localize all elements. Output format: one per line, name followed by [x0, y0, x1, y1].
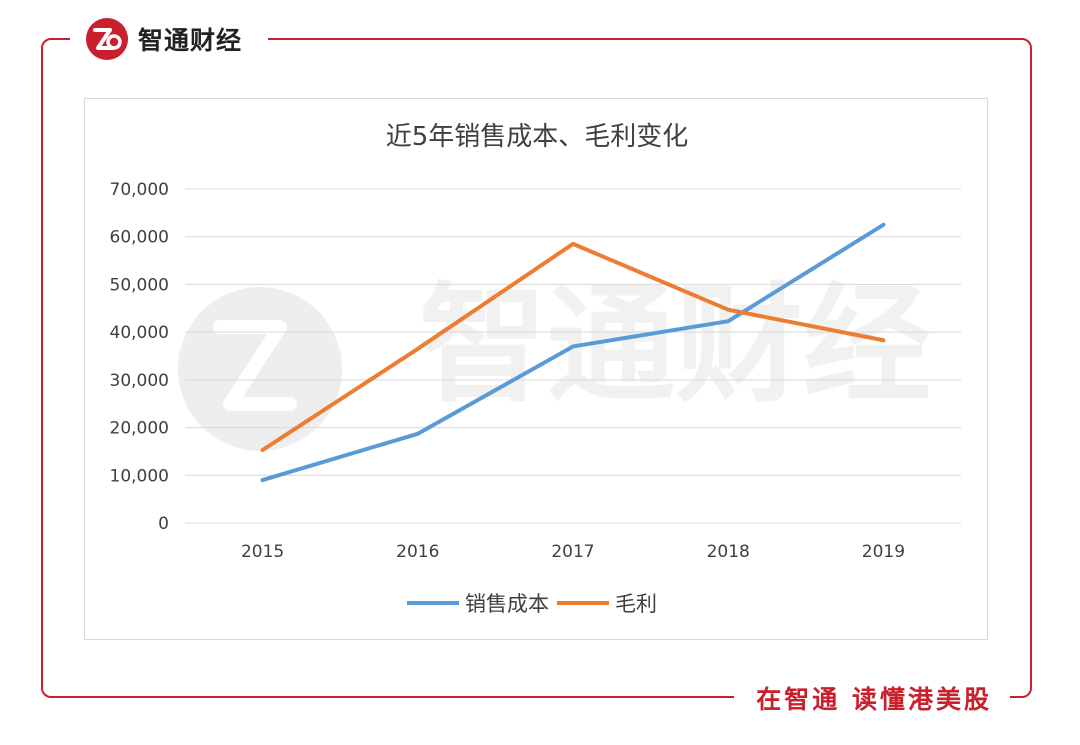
- zhitong-logo-icon: [86, 18, 128, 60]
- y-tick-label: 50,000: [110, 275, 169, 295]
- data-point: [261, 479, 264, 482]
- y-tick-label: 20,000: [110, 419, 169, 439]
- data-point: [261, 448, 264, 451]
- data-point: [727, 308, 730, 311]
- legend-label-2: 毛利: [615, 592, 657, 616]
- brand-name: 智通财经: [138, 26, 243, 55]
- x-tick-label: 2019: [862, 542, 905, 562]
- data-point: [416, 432, 419, 435]
- y-tick-label: 40,000: [110, 323, 169, 343]
- card-frame: [41, 38, 1032, 698]
- data-point: [572, 345, 574, 348]
- line-chart: 智通财经 0 10,000 20,000 30,000 40,000 50,000 60,0…: [110, 122, 961, 616]
- brand-header: 智通财经: [70, 12, 269, 66]
- y-tick-label: 10,000: [110, 466, 169, 486]
- data-point: [416, 347, 419, 350]
- x-tick-label: 2015: [241, 542, 284, 562]
- data-point: [727, 320, 730, 323]
- x-tick-label: 2018: [707, 542, 750, 562]
- chart-legend: 销售成本 毛利: [407, 592, 657, 616]
- legend-label-1: 销售成本: [465, 592, 549, 616]
- y-tick-label: 70,000: [110, 180, 169, 200]
- x-tick-label: 2016: [396, 542, 439, 562]
- chart-title: 近5年销售成本、毛利变化: [386, 122, 689, 152]
- footer-slogan: 在智通 读懂港美股: [734, 678, 1010, 718]
- watermark-text: 智通财经: [419, 271, 931, 420]
- data-point: [572, 242, 574, 245]
- data-point: [882, 223, 885, 226]
- data-point: [882, 339, 885, 342]
- x-tick-label: 2017: [551, 542, 594, 562]
- chart-container: 智通财经 0 10,000 20,000 30,000 40,000 50,000 60,0…: [84, 98, 988, 640]
- watermark-logo-mark-icon: [213, 320, 297, 411]
- y-tick-label: 60,000: [110, 228, 169, 248]
- y-tick-label: 30,000: [110, 371, 169, 391]
- watermark: 智通财经: [178, 271, 931, 451]
- y-tick-label: 0: [158, 514, 169, 534]
